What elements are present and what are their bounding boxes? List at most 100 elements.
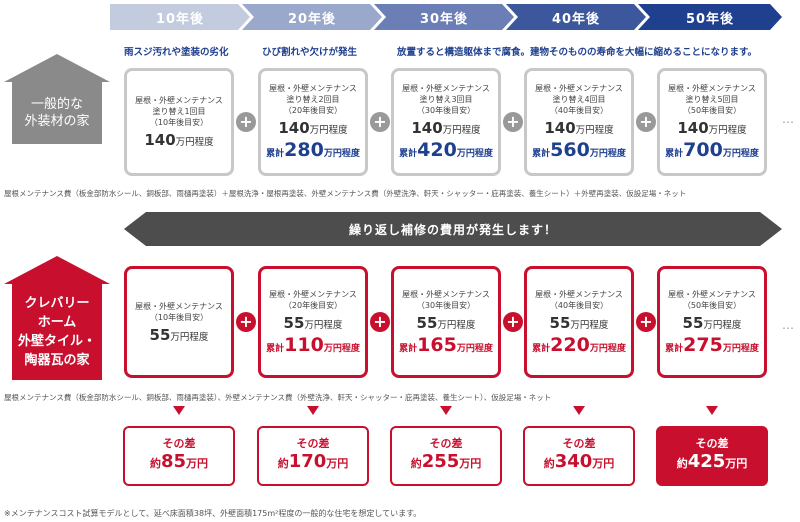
cumulative-value: 275 xyxy=(683,333,723,356)
cost-difference-box: その差 約340万円 xyxy=(523,426,635,486)
cumulative-unit: 万円程度 xyxy=(323,343,360,354)
card-cumulative: 累計165万円程度 xyxy=(399,334,493,356)
cost-difference-box: その差 約170万円 xyxy=(257,426,369,486)
price-unit: 万円程度 xyxy=(175,137,214,148)
card-description: 屋根・外壁メンテナンス xyxy=(535,289,623,299)
card-price: 55万円程度 xyxy=(550,314,609,332)
price-value: 55 xyxy=(149,325,171,344)
timeline-step-30y: 30年後 xyxy=(374,4,514,30)
price-value: 140 xyxy=(144,131,176,149)
card-description: 屋根・外壁メンテナンス xyxy=(402,289,490,299)
card-price: 55万円程度 xyxy=(284,314,343,332)
card-price: 140万円程度 xyxy=(411,119,480,137)
price-value: 55 xyxy=(549,313,571,332)
down-triangle-icon xyxy=(573,406,585,415)
down-triangle-icon xyxy=(706,406,718,415)
cumulative-prefix: 累計 xyxy=(532,343,551,354)
price-value: 55 xyxy=(283,313,305,332)
issue-text: ひび割れや欠けが発生 xyxy=(262,47,358,58)
general-maintenance-card: 屋根・外壁メンテナンス 塗り替え1回目 （10年後目安） 140万円程度 xyxy=(124,68,234,176)
house-roof-shape xyxy=(4,54,110,82)
cumulative-unit: 万円程度 xyxy=(456,149,493,159)
card-description: 屋根・外壁メンテナンス xyxy=(269,84,357,93)
card-price: 140万円程度 xyxy=(544,119,613,137)
difference-amount: 約340万円 xyxy=(544,451,615,475)
issue-text: 雨スジ汚れや塗装の劣化 xyxy=(124,47,229,58)
cumulative-unit: 万円程度 xyxy=(589,343,626,354)
difference-value: 170 xyxy=(288,451,327,472)
card-cumulative: 累計700万円程度 xyxy=(665,139,759,161)
down-triangle-icon xyxy=(440,406,452,415)
timeline: 10年後 20年後 30年後 40年後 50年後 xyxy=(110,4,782,30)
difference-value: 255 xyxy=(421,451,460,472)
card-description: （50年後目安） xyxy=(682,106,742,115)
card-description: （50年後目安） xyxy=(682,300,742,310)
price-value: 55 xyxy=(416,313,438,332)
cumulative-value: 560 xyxy=(550,139,590,161)
plus-icon: + xyxy=(236,312,256,332)
general-house-label: 一般的な 外装材の家 xyxy=(4,54,110,144)
clevery-house-body: クレバリー ホーム 外壁タイル・ 陶器瓦の家 xyxy=(12,284,102,380)
card-cumulative: 累計275万円程度 xyxy=(665,334,759,356)
difference-unit: 万円 xyxy=(725,457,748,470)
price-value: 140 xyxy=(278,119,310,137)
price-value: 140 xyxy=(544,119,576,137)
clevery-maintenance-card: 屋根・外壁メンテナンス （50年後目安） 55万円程度 累計275万円程度 xyxy=(657,266,767,378)
difference-prefix: 約 xyxy=(149,457,161,470)
price-value: 140 xyxy=(411,119,443,137)
card-cumulative: 累計220万円程度 xyxy=(532,334,626,356)
card-description: 屋根・外壁メンテナンス xyxy=(535,84,623,93)
cumulative-value: 110 xyxy=(284,333,324,356)
difference-title: その差 xyxy=(695,437,729,450)
general-cost-note: 屋根メンテナンス費（板金部防水シール、銅板部、雨樋再塗装）＋屋根洗浄・屋根再塗装… xyxy=(4,189,687,198)
house-roof-shape xyxy=(4,256,110,284)
card-description: （30年後目安） xyxy=(416,106,476,115)
cumulative-value: 220 xyxy=(550,333,590,356)
general-maintenance-card: 屋根・外壁メンテナンス 塗り替え3回目 （30年後目安） 140万円程度 累計420万円… xyxy=(391,68,501,176)
general-label-line: 一般的な xyxy=(30,97,83,112)
difference-amount: 約255万円 xyxy=(411,451,482,475)
difference-amount: 約170万円 xyxy=(278,451,349,475)
card-description: 屋根・外壁メンテナンス xyxy=(402,84,490,93)
cumulative-prefix: 累計 xyxy=(399,343,418,354)
cumulative-unit: 万円程度 xyxy=(722,149,759,159)
card-price: 140万円程度 xyxy=(144,131,213,149)
price-value: 140 xyxy=(677,119,709,137)
ellipsis: … xyxy=(782,318,795,332)
price-unit: 万円程度 xyxy=(309,125,348,136)
difference-prefix: 約 xyxy=(277,457,289,470)
card-price: 140万円程度 xyxy=(278,119,347,137)
cumulative-prefix: 累計 xyxy=(266,343,285,354)
card-price: 55万円程度 xyxy=(683,314,742,332)
difference-value: 85 xyxy=(160,451,187,472)
price-unit: 万円程度 xyxy=(703,319,742,331)
difference-prefix: 約 xyxy=(410,457,422,470)
cumulative-unit: 万円程度 xyxy=(722,343,759,354)
price-unit: 万円程度 xyxy=(708,125,747,136)
clevery-cost-note: 屋根メンテナンス費（板金部防水シール、銅板部、雨樋再塗装）、外壁メンテナンス費（… xyxy=(4,393,552,402)
clevery-maintenance-card: 屋根・外壁メンテナンス （10年後目安） 55万円程度 xyxy=(124,266,234,378)
banner-text: 繰り返し補修の費用が発生します！ xyxy=(348,222,557,237)
difference-unit: 万円 xyxy=(592,457,615,470)
general-maintenance-card: 屋根・外壁メンテナンス 塗り替え4回目 （40年後目安） 140万円程度 累計560万円… xyxy=(524,68,634,176)
difference-amount: 約425万円 xyxy=(677,451,748,475)
price-unit: 万円程度 xyxy=(575,125,614,136)
timeline-step-20y: 20年後 xyxy=(242,4,382,30)
clevery-label-line: 外壁タイル・ xyxy=(17,334,96,349)
card-description: 屋根・外壁メンテナンス xyxy=(269,289,357,299)
general-house-body: 一般的な 外装材の家 xyxy=(12,82,102,144)
card-description: 屋根・外壁メンテナンス xyxy=(135,301,223,311)
card-description: （10年後目安） xyxy=(149,118,209,127)
difference-prefix: 約 xyxy=(676,457,688,470)
timeline-step-10y: 10年後 xyxy=(110,4,250,30)
cumulative-prefix: 累計 xyxy=(665,149,684,159)
card-price: 140万円程度 xyxy=(677,119,746,137)
cumulative-unit: 万円程度 xyxy=(589,149,626,159)
difference-unit: 万円 xyxy=(326,457,349,470)
clevery-house-label: クレバリー ホーム 外壁タイル・ 陶器瓦の家 xyxy=(4,256,110,380)
cumulative-value: 700 xyxy=(683,139,723,161)
clevery-maintenance-card: 屋根・外壁メンテナンス （40年後目安） 55万円程度 累計220万円程度 xyxy=(524,266,634,378)
plus-icon: + xyxy=(503,312,523,332)
down-triangle-icon xyxy=(173,406,185,415)
cost-difference-box: その差 約425万円 xyxy=(656,426,768,486)
